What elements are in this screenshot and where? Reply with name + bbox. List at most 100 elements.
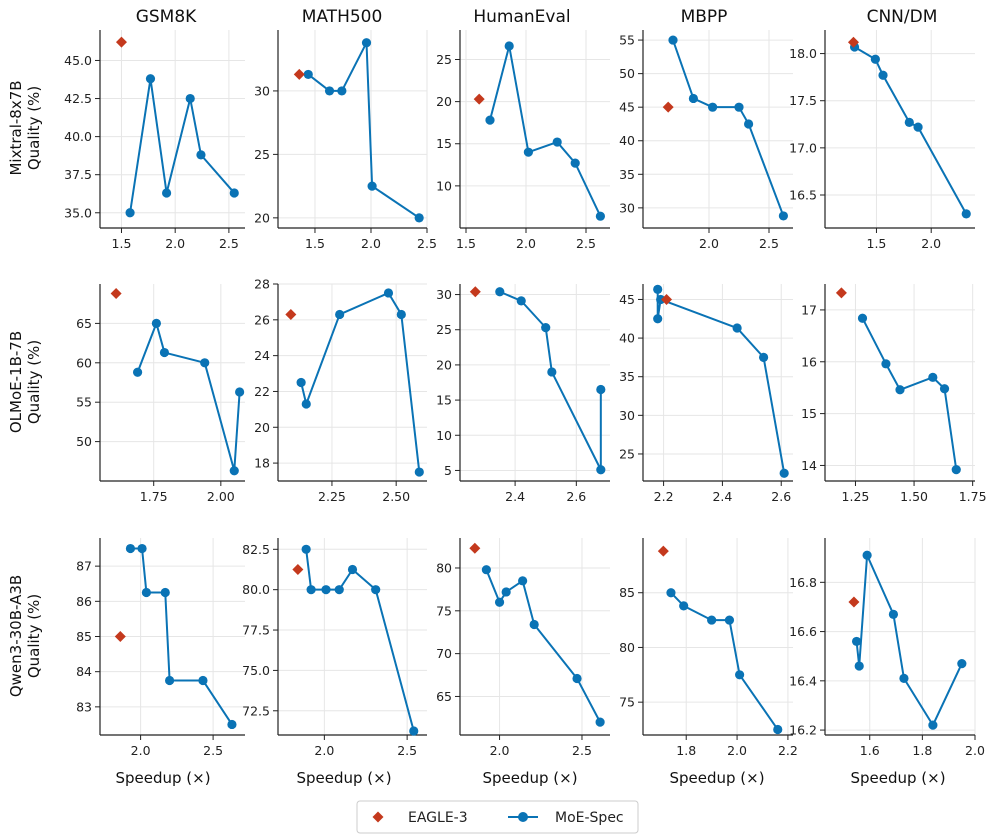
legend-moe-marker — [518, 812, 528, 822]
y-tick-label: 75 — [436, 603, 452, 618]
x-tick-label: 2.0 — [314, 743, 334, 758]
y-tick-label: 65 — [436, 689, 452, 704]
moe-spec-point — [653, 284, 663, 295]
moe-spec-point — [303, 69, 313, 80]
moe-spec-point — [198, 675, 208, 686]
x-tick-label: 2.0 — [131, 743, 151, 758]
y-tick-label: 30 — [254, 83, 270, 98]
row-ylabel: Quality (%) — [25, 594, 43, 678]
y-tick-label: 25 — [254, 147, 270, 162]
x-tick-label: 1.6 — [860, 743, 880, 758]
eagle3-point — [835, 287, 847, 299]
moe-spec-point — [595, 211, 606, 221]
moe-spec-point — [185, 93, 195, 104]
row-label-mixtral: Mixtral-8x7B Quality (%) — [7, 80, 43, 175]
y-tick-label: 65 — [76, 316, 92, 331]
moe-spec-line — [670, 592, 779, 731]
moe-spec-point — [396, 309, 406, 320]
y-tick-label: 80.0 — [242, 582, 270, 597]
moe-spec-point — [779, 468, 789, 478]
panel-r1-c4: 30 35 40 45 50 55 2.0 2.5 — [619, 30, 793, 251]
moe-spec-point — [409, 726, 419, 736]
x-tick-label: 1.75 — [959, 489, 987, 504]
y-tick-label: 15 — [436, 393, 452, 408]
panels: 35.0 37.5 40.0 42.5 45.0 1.5 2.0 2.5 20 25 30 1.5 2.… — [64, 30, 987, 758]
moe-spec-point — [141, 587, 151, 598]
moe-spec-point — [501, 587, 511, 597]
y-tick-label: 16.6 — [789, 624, 817, 639]
row-label-olmoe: OLMoE-1B-7B Quality (%) — [7, 331, 43, 433]
panel-r2-c4: 25 30 35 40 45 2.2 2.4 2.6 — [619, 284, 793, 504]
y-tick-label: 5 — [444, 463, 452, 478]
moe-spec-point — [653, 314, 663, 324]
moe-spec-line — [855, 554, 963, 727]
y-tick-label: 83 — [76, 699, 92, 714]
panel-r2-c1: 50 55 60 65 1.75 2.00 — [76, 284, 245, 504]
moe-spec-point — [235, 387, 245, 397]
x-tick-label: 2.6 — [566, 489, 586, 504]
moe-spec-point — [485, 115, 495, 125]
y-tick-label: 10 — [436, 428, 452, 443]
moe-spec-point — [541, 323, 551, 333]
y-tick-label: 77.5 — [242, 623, 270, 638]
panel-r1-c1: 35.0 37.5 40.0 42.5 45.0 1.5 2.0 2.5 — [64, 30, 245, 251]
moe-spec-point — [229, 466, 239, 476]
panel-r3-c1: 83 84 85 86 87 2.0 2.5 — [76, 538, 245, 758]
moe-spec-point — [547, 367, 557, 377]
moe-spec-point — [656, 294, 666, 305]
moe-spec-point — [159, 347, 170, 358]
y-tick-label: 10 — [436, 178, 452, 193]
moe-spec-point — [595, 717, 605, 727]
moe-spec-point — [878, 70, 888, 80]
moe-spec-point — [229, 188, 239, 198]
y-tick-label: 16 — [801, 354, 817, 369]
moe-spec-point — [570, 158, 580, 168]
moe-spec-point — [160, 587, 170, 598]
moe-spec-point — [504, 41, 514, 51]
eagle3-point — [469, 286, 481, 298]
y-tick-label: 86 — [76, 594, 92, 609]
moe-spec-point — [125, 208, 135, 218]
panel-r3-c4: 75 80 85 1.8 2.0 2.2 — [619, 538, 798, 758]
eagle3-point — [114, 631, 126, 642]
col-title-cnndm: CNN/DM — [867, 7, 938, 27]
legend-moe-label: MoE-Spec — [555, 810, 624, 826]
eagle3-point — [469, 542, 481, 554]
moe-spec-point — [572, 673, 582, 684]
y-tick-label: 75.0 — [242, 663, 270, 678]
y-tick-label: 15 — [436, 136, 452, 151]
y-tick-label: 25 — [436, 322, 452, 337]
y-tick-label: 25 — [619, 446, 635, 461]
y-tick-label: 25 — [436, 52, 452, 67]
moe-spec-point — [904, 117, 914, 127]
y-tick-label: 40 — [619, 331, 635, 346]
y-tick-label: 60 — [76, 355, 92, 370]
y-tick-label: 20 — [436, 357, 452, 372]
row-model-name: Qwen3-30B-A3B — [7, 575, 25, 697]
x-tick-label: 2.0 — [516, 236, 536, 251]
panel-r2-c3: 5 10 15 20 25 30 2.4 2.6 — [436, 284, 610, 504]
y-tick-label: 84 — [76, 664, 92, 679]
moe-spec-line — [672, 39, 785, 217]
moe-spec-point — [324, 86, 335, 96]
x-tick-label: 2.0 — [165, 236, 185, 251]
y-tick-label: 50 — [619, 66, 635, 81]
moe-spec-point — [707, 615, 717, 625]
x-tick-label: 2.0 — [727, 743, 747, 758]
moe-spec-point — [414, 213, 424, 223]
moe-spec-point — [854, 661, 864, 671]
moe-spec-point — [301, 544, 311, 554]
eagle3-point — [847, 36, 859, 48]
moe-spec-point — [347, 564, 358, 575]
x-tick-label: 1.25 — [842, 489, 870, 504]
panel-r1-c5: 16.5 17.0 17.5 18.0 1.5 2.0 — [789, 30, 975, 251]
y-tick-label: 17 — [801, 302, 817, 317]
moe-spec-point — [383, 288, 394, 298]
moe-spec-point — [668, 35, 678, 45]
row-model-name: Mixtral-8x7B — [7, 80, 25, 175]
legend-frame — [356, 800, 639, 834]
y-tick-label: 16.4 — [789, 673, 817, 688]
moe-spec-point — [335, 309, 345, 320]
y-tick-label: 72.5 — [242, 703, 270, 718]
